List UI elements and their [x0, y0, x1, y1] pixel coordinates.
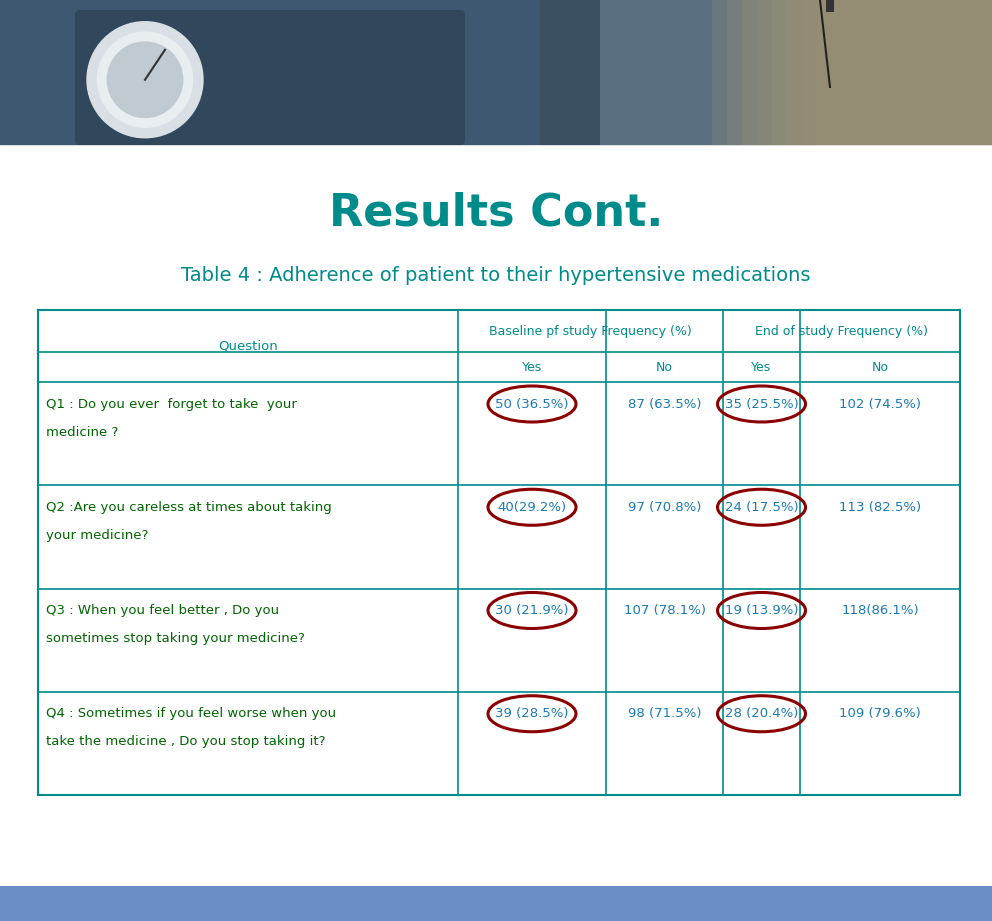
Text: 113 (82.5%): 113 (82.5%) — [839, 501, 921, 514]
Bar — [787, 0, 992, 145]
Text: your medicine?: your medicine? — [46, 529, 149, 542]
Bar — [0, 886, 992, 921]
Text: 39 (28.5%): 39 (28.5%) — [495, 707, 568, 720]
Text: take the medicine , Do you stop taking it?: take the medicine , Do you stop taking i… — [46, 735, 325, 748]
Text: sometimes stop taking your medicine?: sometimes stop taking your medicine? — [46, 632, 305, 645]
Text: Q2 :Are you careless at times about taking: Q2 :Are you careless at times about taki… — [46, 501, 331, 514]
Bar — [802, 0, 992, 145]
Circle shape — [97, 32, 192, 127]
Bar — [0, 0, 992, 145]
Circle shape — [87, 22, 203, 138]
Bar — [727, 0, 992, 145]
Bar — [817, 0, 992, 145]
Text: 35 (25.5%): 35 (25.5%) — [724, 398, 799, 411]
Text: Table 4 : Adherence of patient to their hypertensive medications: Table 4 : Adherence of patient to their … — [182, 265, 810, 285]
Bar — [0, 0, 540, 145]
Text: No: No — [872, 360, 889, 374]
Text: 87 (63.5%): 87 (63.5%) — [628, 398, 701, 411]
Text: 28 (20.4%): 28 (20.4%) — [725, 707, 799, 720]
Text: Q1 : Do you ever  forget to take  your: Q1 : Do you ever forget to take your — [46, 398, 297, 411]
Text: End of study Frequency (%): End of study Frequency (%) — [755, 324, 928, 337]
Text: 40(29.2%): 40(29.2%) — [497, 501, 566, 514]
Text: Results Cont.: Results Cont. — [329, 192, 663, 235]
Text: medicine ?: medicine ? — [46, 426, 118, 438]
Text: Q3 : When you feel better , Do you: Q3 : When you feel better , Do you — [46, 604, 279, 617]
Bar — [712, 0, 992, 145]
Text: 107 (78.1%): 107 (78.1%) — [624, 604, 705, 617]
Text: 109 (79.6%): 109 (79.6%) — [839, 707, 921, 720]
Bar — [772, 0, 992, 145]
Text: Q4 : Sometimes if you feel worse when you: Q4 : Sometimes if you feel worse when yo… — [46, 707, 336, 720]
Text: 30 (21.9%): 30 (21.9%) — [495, 604, 568, 617]
Text: 24 (17.5%): 24 (17.5%) — [725, 501, 799, 514]
Text: Yes: Yes — [751, 360, 772, 374]
Text: 102 (74.5%): 102 (74.5%) — [839, 398, 921, 411]
Text: 118(86.1%): 118(86.1%) — [841, 604, 919, 617]
Text: 98 (71.5%): 98 (71.5%) — [628, 707, 701, 720]
Text: 50 (36.5%): 50 (36.5%) — [495, 398, 568, 411]
Text: 19 (13.9%): 19 (13.9%) — [725, 604, 799, 617]
Text: No: No — [656, 360, 673, 374]
Circle shape — [107, 42, 183, 118]
Bar — [757, 0, 992, 145]
Bar — [600, 0, 992, 145]
Text: Baseline pf study Frequency (%): Baseline pf study Frequency (%) — [489, 324, 691, 337]
FancyBboxPatch shape — [75, 10, 465, 145]
Text: Yes: Yes — [522, 360, 542, 374]
Bar — [742, 0, 992, 145]
Text: 97 (70.8%): 97 (70.8%) — [628, 501, 701, 514]
Bar — [826, 0, 834, 12]
Text: Question: Question — [218, 340, 278, 353]
